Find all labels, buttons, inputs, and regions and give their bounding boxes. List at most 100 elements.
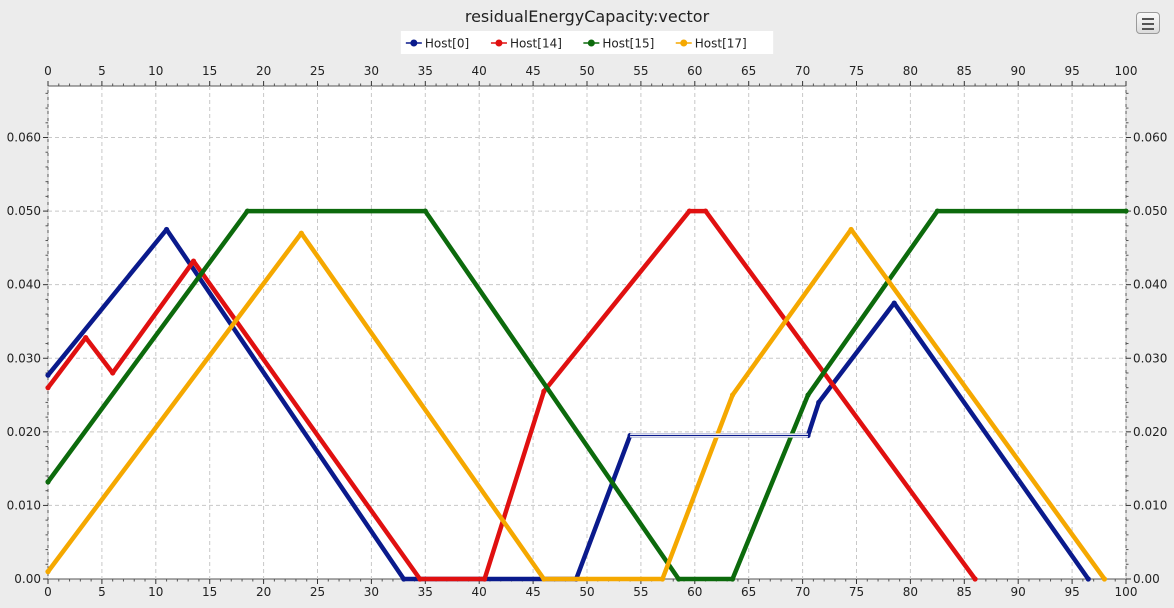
x-tick-label-bottom: 35: [418, 585, 433, 599]
y-tick-label-left: 0.010: [7, 498, 41, 512]
data-point: [244, 208, 251, 214]
data-point: [972, 576, 978, 582]
y-tick-label-left: 0.040: [7, 278, 41, 292]
data-point: [676, 576, 682, 582]
legend-label-Host[17]: Host[17]: [695, 37, 747, 51]
data-point: [891, 300, 897, 306]
data-point: [110, 370, 116, 376]
data-point: [1101, 576, 1108, 582]
data-point: [686, 208, 693, 214]
x-tick-label-bottom: 55: [633, 585, 648, 599]
chart-options-icon[interactable]: [1136, 12, 1160, 34]
data-point: [702, 208, 709, 214]
series-Host[14]: [45, 208, 978, 582]
x-tick-label-top: 30: [364, 64, 379, 78]
legend: Host[0] Host[14] Host[15] Host[17]: [400, 31, 774, 54]
data-point: [805, 392, 811, 398]
x-tick-label-bottom: 60: [687, 585, 702, 599]
series-Host[17]: [45, 226, 1108, 582]
legend-label-Host[0]: Host[0]: [425, 37, 469, 51]
x-tick-label-bottom: 20: [256, 585, 271, 599]
x-tick-label-top: 0: [44, 64, 52, 78]
data-point: [83, 335, 89, 341]
y-tick-label-right: 0.020: [1133, 425, 1167, 439]
x-tick-label-top: 65: [741, 64, 756, 78]
y-tick-label-left: 0.060: [7, 131, 41, 145]
x-tick-label-top: 75: [849, 64, 864, 78]
data-point: [401, 576, 407, 582]
data-point: [659, 576, 666, 582]
x-tick-label-top: 50: [579, 64, 594, 78]
x-tick-label-bottom: 5: [98, 585, 106, 599]
y-tick-label-left: 0.050: [7, 204, 41, 218]
x-tick-label-bottom: 0: [44, 585, 52, 599]
data-point: [729, 392, 736, 398]
x-tick-label-top: 5: [98, 64, 106, 78]
y-tick-label-left: 0.00: [14, 572, 41, 586]
x-tick-label-bottom: 65: [741, 585, 756, 599]
y-tick-label-right: 0.060: [1133, 131, 1167, 145]
x-tick-label-top: 95: [1064, 64, 1079, 78]
x-tick-label-bottom: 10: [148, 585, 163, 599]
x-tick-label-bottom: 40: [472, 585, 487, 599]
x-tick-label-top: 100: [1115, 64, 1138, 78]
data-point: [45, 385, 51, 391]
gridlines: [47, 86, 1127, 579]
y-tick-label-right: 0.010: [1133, 498, 1167, 512]
x-tick-label-bottom: 70: [795, 585, 810, 599]
data-point: [45, 372, 51, 378]
x-tick-label-top: 40: [472, 64, 487, 78]
x-tick-label-top: 85: [957, 64, 972, 78]
x-tick-label-bottom: 25: [310, 585, 325, 599]
data-point: [45, 569, 51, 575]
y-tick-label-right: 0.00: [1133, 572, 1160, 586]
x-tick-label-top: 25: [310, 64, 325, 78]
x-tick-label-bottom: 95: [1064, 585, 1079, 599]
legend-marker-Host[0]: [410, 39, 418, 47]
series-layer: [45, 208, 1129, 582]
y-tick-label-left: 0.030: [7, 351, 41, 365]
y-tick-label-right: 0.040: [1133, 278, 1167, 292]
x-tick-label-top: 10: [148, 64, 163, 78]
x-tick-label-top: 80: [903, 64, 918, 78]
data-point: [298, 230, 304, 236]
legend-label-Host[14]: Host[14]: [510, 37, 562, 51]
x-tick-label-bottom: 80: [903, 585, 918, 599]
x-tick-label-top: 55: [633, 64, 648, 78]
x-tick-label-top: 15: [202, 64, 217, 78]
y-tick-label-right: 0.050: [1133, 204, 1167, 218]
data-point: [541, 388, 547, 394]
data-point: [729, 576, 736, 582]
data-point: [848, 226, 854, 233]
data-point: [163, 226, 170, 233]
x-tick-label-top: 35: [418, 64, 433, 78]
x-tick-label-bottom: 15: [202, 585, 217, 599]
data-point: [541, 576, 547, 582]
data-point: [481, 576, 488, 582]
series-line: [45, 208, 978, 582]
x-tick-label-top: 70: [795, 64, 810, 78]
axes: 0055101015152020252530303535404045455050…: [7, 64, 1168, 599]
x-tick-label-top: 20: [256, 64, 271, 78]
x-tick-label-bottom: 30: [364, 585, 379, 599]
y-tick-label-right: 0.030: [1133, 351, 1167, 365]
x-tick-label-bottom: 85: [957, 585, 972, 599]
legend-marker-Host[17]: [680, 39, 688, 47]
x-tick-label-bottom: 90: [1011, 585, 1026, 599]
x-tick-label-top: 90: [1011, 64, 1026, 78]
legend-label-Host[15]: Host[15]: [602, 37, 654, 51]
x-tick-label-top: 45: [525, 64, 540, 78]
legend-marker-Host[14]: [495, 39, 503, 47]
x-tick-label-top: 60: [687, 64, 702, 78]
data-point: [816, 399, 822, 406]
chart-title: residualEnergyCapacity:vector: [465, 7, 710, 26]
data-point: [1085, 576, 1091, 582]
data-point: [417, 576, 423, 582]
series-line: [45, 208, 1129, 582]
x-tick-label-bottom: 50: [579, 585, 594, 599]
x-tick-label-bottom: 75: [849, 585, 864, 599]
legend-marker-Host[15]: [587, 39, 595, 47]
x-tick-label-bottom: 100: [1115, 585, 1138, 599]
data-point: [422, 208, 428, 214]
